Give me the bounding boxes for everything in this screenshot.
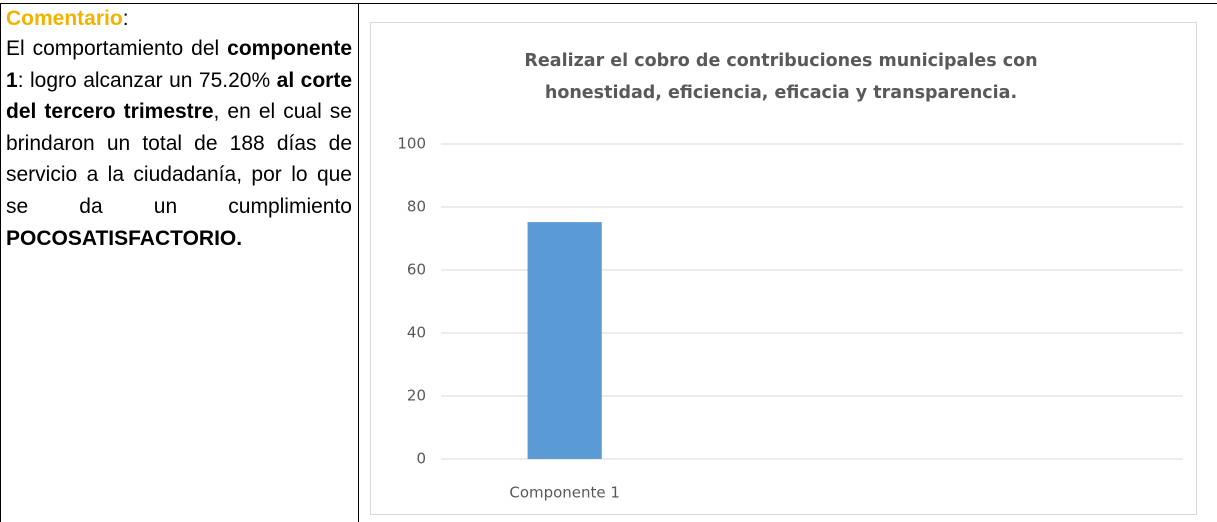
comment-body: El comportamiento del componente 1: logr… xyxy=(6,33,352,254)
bar xyxy=(527,222,602,459)
y-tick-label: 100 xyxy=(397,135,426,153)
chart: 0 20 40 60 80 100 Componente 1 xyxy=(397,135,1183,502)
y-tick-label: 60 xyxy=(407,261,426,279)
table-border xyxy=(0,3,1217,4)
y-tick-label: 20 xyxy=(407,387,426,405)
y-tick-label: 0 xyxy=(416,450,426,468)
y-tick-label: 80 xyxy=(407,198,426,216)
chart-title: Realizar el cobro de contribuciones muni… xyxy=(524,51,1038,103)
comment-run: , en el cual se brindaron un total de 18… xyxy=(6,100,352,218)
comment-run: : logro alcanzar un 75.20% xyxy=(17,68,277,92)
x-tick-label: Componente 1 xyxy=(509,484,620,502)
comment-cell: Comentario: El comportamiento del compon… xyxy=(0,3,359,522)
y-tick-label: 40 xyxy=(407,324,426,342)
comment-run: al corte del tercero trimestre xyxy=(6,68,352,124)
label-text: Comentario xyxy=(6,7,123,30)
comment-run: POCOSATISFACTORIO. xyxy=(6,226,243,250)
label-colon: : xyxy=(122,7,129,30)
chart-box: Realizar el cobro de contribuciones muni… xyxy=(370,22,1197,515)
comment-run: El comportamiento del xyxy=(6,37,228,60)
comment-run: componente 1 xyxy=(6,37,352,92)
comment-label: Comentario: xyxy=(6,5,352,33)
